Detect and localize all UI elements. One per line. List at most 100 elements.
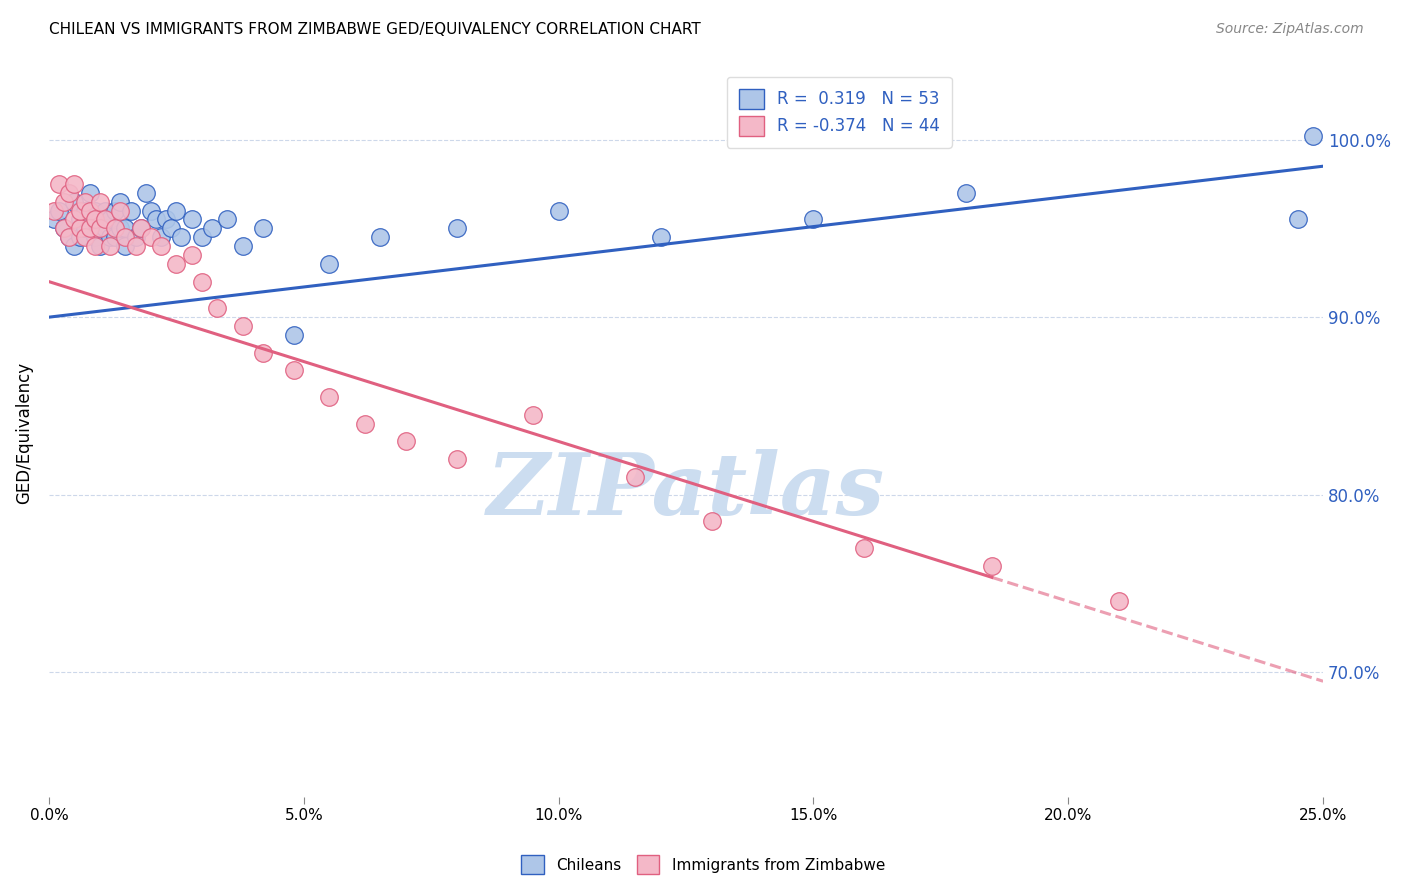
Point [135,186,157,200]
Point [114,239,136,253]
Point [1108,594,1130,608]
Point [955,186,977,200]
Point [98,212,121,227]
Point [53,221,76,235]
Point [129,221,152,235]
Point [547,203,569,218]
Point [73,230,96,244]
Point [120,203,142,218]
Point [232,319,254,334]
Point [446,452,468,467]
Point [110,203,132,218]
Point [79,212,101,227]
Point [89,221,111,235]
Point [150,239,173,253]
Point [63,212,86,227]
Point [69,203,91,218]
Point [217,212,239,227]
Point [58,230,80,244]
Point [104,230,127,244]
Point [446,221,468,235]
Point [104,221,127,235]
Point [191,275,214,289]
Point [94,221,117,235]
Point [42,212,65,227]
Point [63,239,86,253]
Point [42,203,65,218]
Point [48,177,70,191]
Point [191,230,214,244]
Point [650,230,672,244]
Point [522,408,544,422]
Point [83,203,105,218]
Point [624,470,647,484]
Point [145,212,167,227]
Point [165,203,187,218]
Point [283,327,305,342]
Point [83,239,105,253]
Point [69,212,91,227]
Point [252,221,274,235]
Point [180,212,202,227]
Point [853,541,876,555]
Point [73,194,96,209]
Point [94,203,117,218]
Text: CHILEAN VS IMMIGRANTS FROM ZIMBABWE GED/EQUIVALENCY CORRELATION CHART: CHILEAN VS IMMIGRANTS FROM ZIMBABWE GED/… [49,22,702,37]
Point [110,221,132,235]
Point [700,515,723,529]
Point [104,203,127,218]
Point [98,239,121,253]
Point [89,239,111,253]
Point [201,221,224,235]
Point [1286,212,1309,227]
Point [129,221,152,235]
Point [124,230,146,244]
Point [83,212,105,227]
Point [53,194,76,209]
Point [53,221,76,235]
Legend: Chileans, Immigrants from Zimbabwe: Chileans, Immigrants from Zimbabwe [515,849,891,880]
Point [63,194,86,209]
Point [318,257,340,271]
Point [318,390,340,404]
Point [170,230,193,244]
Point [124,239,146,253]
Point [1302,128,1324,143]
Point [83,230,105,244]
Point [368,230,391,244]
Point [63,177,86,191]
Point [150,230,173,244]
Point [114,230,136,244]
Point [89,212,111,227]
Point [283,363,305,377]
Point [110,194,132,209]
Y-axis label: GED/Equivalency: GED/Equivalency [15,361,32,504]
Point [48,203,70,218]
Point [69,230,91,244]
Point [155,212,177,227]
Point [395,434,418,449]
Point [73,221,96,235]
Point [94,212,117,227]
Point [205,301,228,316]
Point [180,248,202,262]
Point [139,230,162,244]
Point [232,239,254,253]
Point [803,212,825,227]
Point [89,194,111,209]
Text: Source: ZipAtlas.com: Source: ZipAtlas.com [1216,22,1364,37]
Point [252,345,274,359]
Point [58,230,80,244]
Point [58,186,80,200]
Text: ZIPatlas: ZIPatlas [486,449,886,533]
Point [79,203,101,218]
Legend: R =  0.319   N = 53, R = -0.374   N = 44: R = 0.319 N = 53, R = -0.374 N = 44 [727,77,952,147]
Point [139,203,162,218]
Point [165,257,187,271]
Point [980,558,1002,573]
Point [98,230,121,244]
Point [160,221,183,235]
Point [114,221,136,235]
Point [73,203,96,218]
Point [79,186,101,200]
